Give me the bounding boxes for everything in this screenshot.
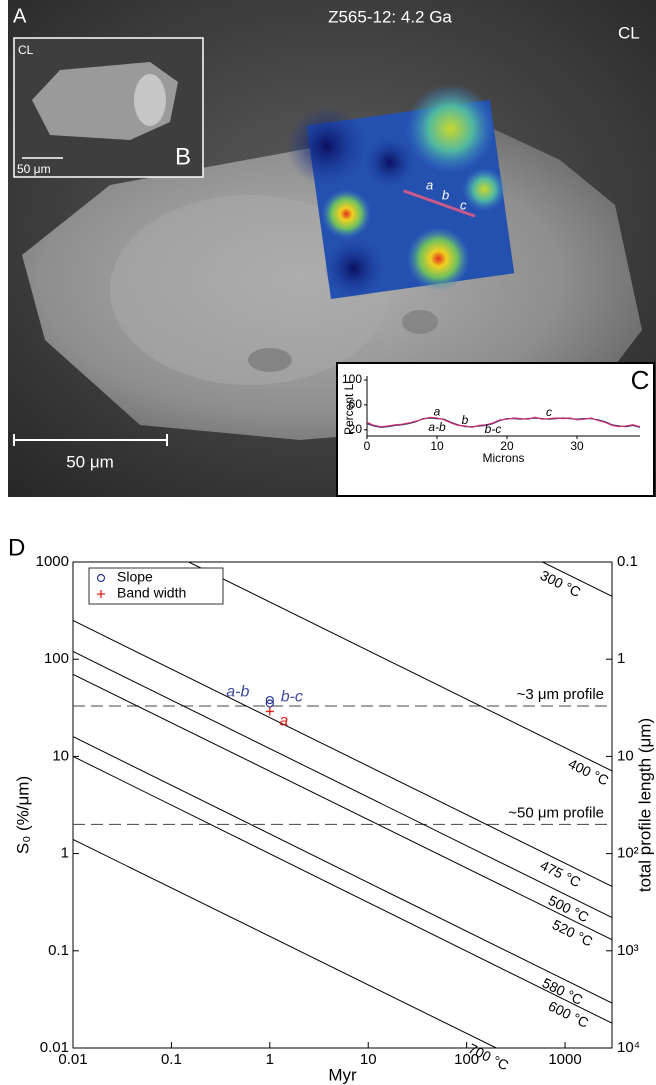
x-tick-label: 0.1 (161, 1051, 182, 1068)
image-mode: CL (618, 23, 640, 42)
isotherm-line (73, 838, 497, 1048)
grain-zone (402, 310, 438, 334)
point (265, 695, 274, 705)
x-tick-label: 0 (364, 439, 371, 453)
point-annotation: a-b (226, 683, 249, 700)
profile-label: b (442, 187, 449, 202)
y2-tick-label: 10³ (617, 942, 639, 959)
map-blob (364, 137, 415, 188)
legend-marker (96, 573, 106, 583)
isotherm-line (73, 673, 612, 941)
reference-label: ~3 μm profile (517, 686, 604, 703)
map-blob (462, 167, 507, 212)
isotherm-label: 300 °C (538, 567, 584, 600)
x-axis-label: Microns (482, 451, 524, 465)
y2-tick-label: 10² (617, 845, 639, 862)
profile-annotation: a-b (428, 420, 446, 434)
profile-line (403, 189, 476, 218)
y2-tick-label: 10 (617, 747, 634, 764)
profile-label: a (426, 177, 433, 192)
panel-letter: A (13, 5, 27, 27)
y-tick-label: 1000 (36, 553, 69, 570)
profile-annotation: a (434, 405, 441, 419)
inset-c-frame (336, 362, 655, 497)
map-blob (406, 226, 471, 291)
legend-box (88, 567, 224, 605)
reference-label: ~50 μm profile (508, 804, 604, 821)
profile-annotation: b-c (485, 422, 502, 436)
inset-mode: CL (18, 43, 34, 57)
isotherm-line (73, 736, 612, 1004)
x-tick-label: 100 (454, 1051, 479, 1068)
y-axis-label: S₀ (%/μm) (13, 776, 32, 854)
x-tick-label: 30 (570, 439, 584, 453)
x-tick-label: 0.01 (58, 1051, 87, 1068)
isotherm-label: 475 °C (538, 857, 584, 890)
y-tick-label: 60 (349, 397, 363, 411)
x-axis-label: Myr (328, 1065, 357, 1084)
x-tick-label: 1000 (548, 1051, 581, 1068)
image-title: Z565-12: 4.2 Ga (328, 7, 452, 26)
scale-bar-label: 50 μm (66, 452, 114, 471)
profile-label: c (460, 197, 467, 212)
isotherm-line (188, 562, 612, 772)
isotherm-label: 500 °C (546, 892, 592, 925)
grain-core (110, 195, 390, 385)
grain-zone (248, 348, 292, 372)
isotherms (73, 562, 612, 1048)
x-tick-label: 10 (360, 1051, 377, 1068)
isotherm-label: 700 °C (466, 1040, 512, 1073)
point (265, 699, 274, 708)
isotherm-line (73, 620, 612, 887)
y-tick-label: 100 (44, 650, 69, 667)
profile-annotation: b (462, 413, 469, 427)
point (265, 707, 274, 716)
x-tick-label: 20 (500, 439, 514, 453)
panel-letter: C (631, 365, 650, 395)
legend-label: Band width (117, 585, 186, 601)
x-tick-label: 10 (430, 439, 444, 453)
map-blob (405, 83, 496, 174)
y-tick-label: 0.1 (48, 942, 69, 959)
y-tick-label: 20 (349, 422, 363, 436)
isotherm-line (73, 755, 612, 1024)
map-blob (321, 188, 372, 239)
x-tick-label: 1 (266, 1051, 274, 1068)
map-blob (286, 106, 367, 187)
inset-b: CL 50 μm B (13, 37, 204, 178)
inset-letter: B (175, 143, 191, 170)
isotherm-line (542, 562, 612, 597)
y2-tick-label: 0.1 (617, 553, 638, 570)
inset-scale-label: 50 μm (17, 162, 51, 176)
isotherm-label: 520 °C (550, 916, 596, 949)
y-tick-label: 100 (342, 372, 362, 386)
panel-letter: D (8, 534, 25, 561)
profile-annotation: c (546, 405, 552, 419)
y2-tick-label: 10⁴ (617, 1039, 640, 1056)
legend-marker (97, 590, 105, 598)
profile-line (366, 416, 641, 428)
cl-image: A Z565-12: 4.2 Ga CL a b c 50 μm CL 50 μ… (8, 0, 656, 497)
map-blob (323, 238, 384, 299)
legend-label: Slope (117, 569, 153, 585)
li-map (286, 83, 515, 299)
isotherm-line (73, 651, 612, 918)
plot-frame (72, 561, 613, 1049)
y-axis-label: Percent Li (342, 381, 356, 435)
y-tick-label: 1 (61, 845, 69, 862)
scale-bar (13, 434, 168, 446)
point-annotation: a (279, 712, 288, 729)
y-tick-label: 0.01 (40, 1039, 69, 1056)
y2-axis-label: total profile length (μm) (635, 718, 654, 892)
y2-tick-label: 1 (617, 650, 625, 667)
isotherm-label: 400 °C (566, 755, 612, 788)
inset-grain-zone (134, 74, 166, 126)
point-annotation: b-c (281, 688, 303, 705)
y-tick-label: 10 (52, 747, 69, 764)
